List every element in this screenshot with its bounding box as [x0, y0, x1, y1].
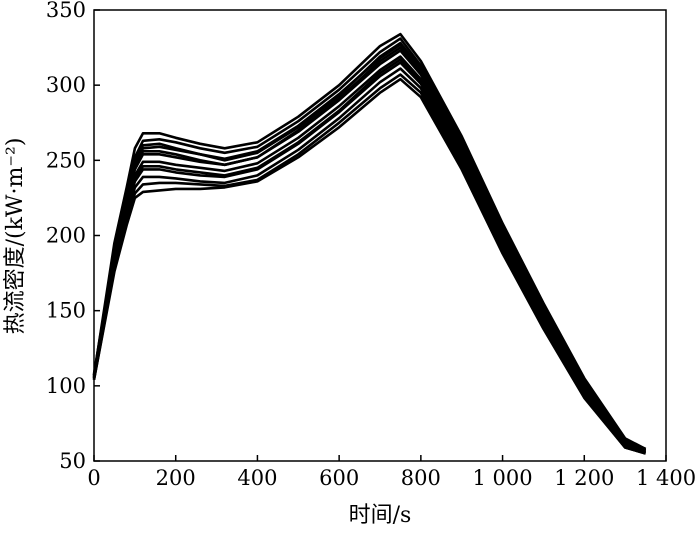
y-tick-label: 100 — [46, 374, 86, 398]
series-line-2 — [92, 37, 647, 451]
series-line-9 — [92, 77, 646, 455]
x-tick-label: 0 — [87, 466, 100, 490]
y-tick-label: 200 — [46, 224, 86, 248]
y-axis-label: 热流密度/(kW·m⁻²) — [3, 138, 28, 335]
y-tick-label: 150 — [46, 299, 86, 323]
x-tick-label: 200 — [156, 466, 196, 490]
series-group — [92, 32, 647, 455]
x-tick-label: 600 — [319, 466, 359, 490]
x-tick-label: 1 200 — [554, 466, 614, 490]
series-line-1 — [92, 32, 647, 451]
series-line-3 — [92, 43, 647, 452]
x-tick-label: 1 000 — [473, 466, 533, 490]
series-line-10 — [92, 46, 647, 452]
series-line-12 — [92, 58, 647, 454]
x-axis-ticks: 0 200 400 600 800 1 000 1 200 1 400 — [87, 455, 696, 490]
x-tick-label: 800 — [401, 466, 441, 490]
series-line-11 — [92, 41, 647, 451]
y-tick-label: 250 — [46, 148, 86, 172]
y-axis-ticks: 50 100 150 200 250 300 350 — [46, 0, 100, 473]
y-tick-label: 300 — [46, 73, 86, 97]
series-line-5 — [92, 55, 647, 454]
y-tick-label: 350 — [46, 0, 86, 22]
series-line-6 — [92, 61, 646, 454]
series-line-7 — [92, 67, 646, 454]
x-axis-label: 时间/s — [349, 503, 412, 528]
x-tick-label: 1 400 — [636, 466, 696, 490]
y-tick-label: 50 — [59, 449, 86, 473]
series-line-8 — [92, 73, 646, 455]
x-tick-label: 400 — [237, 466, 277, 490]
series-line-4 — [92, 49, 647, 452]
